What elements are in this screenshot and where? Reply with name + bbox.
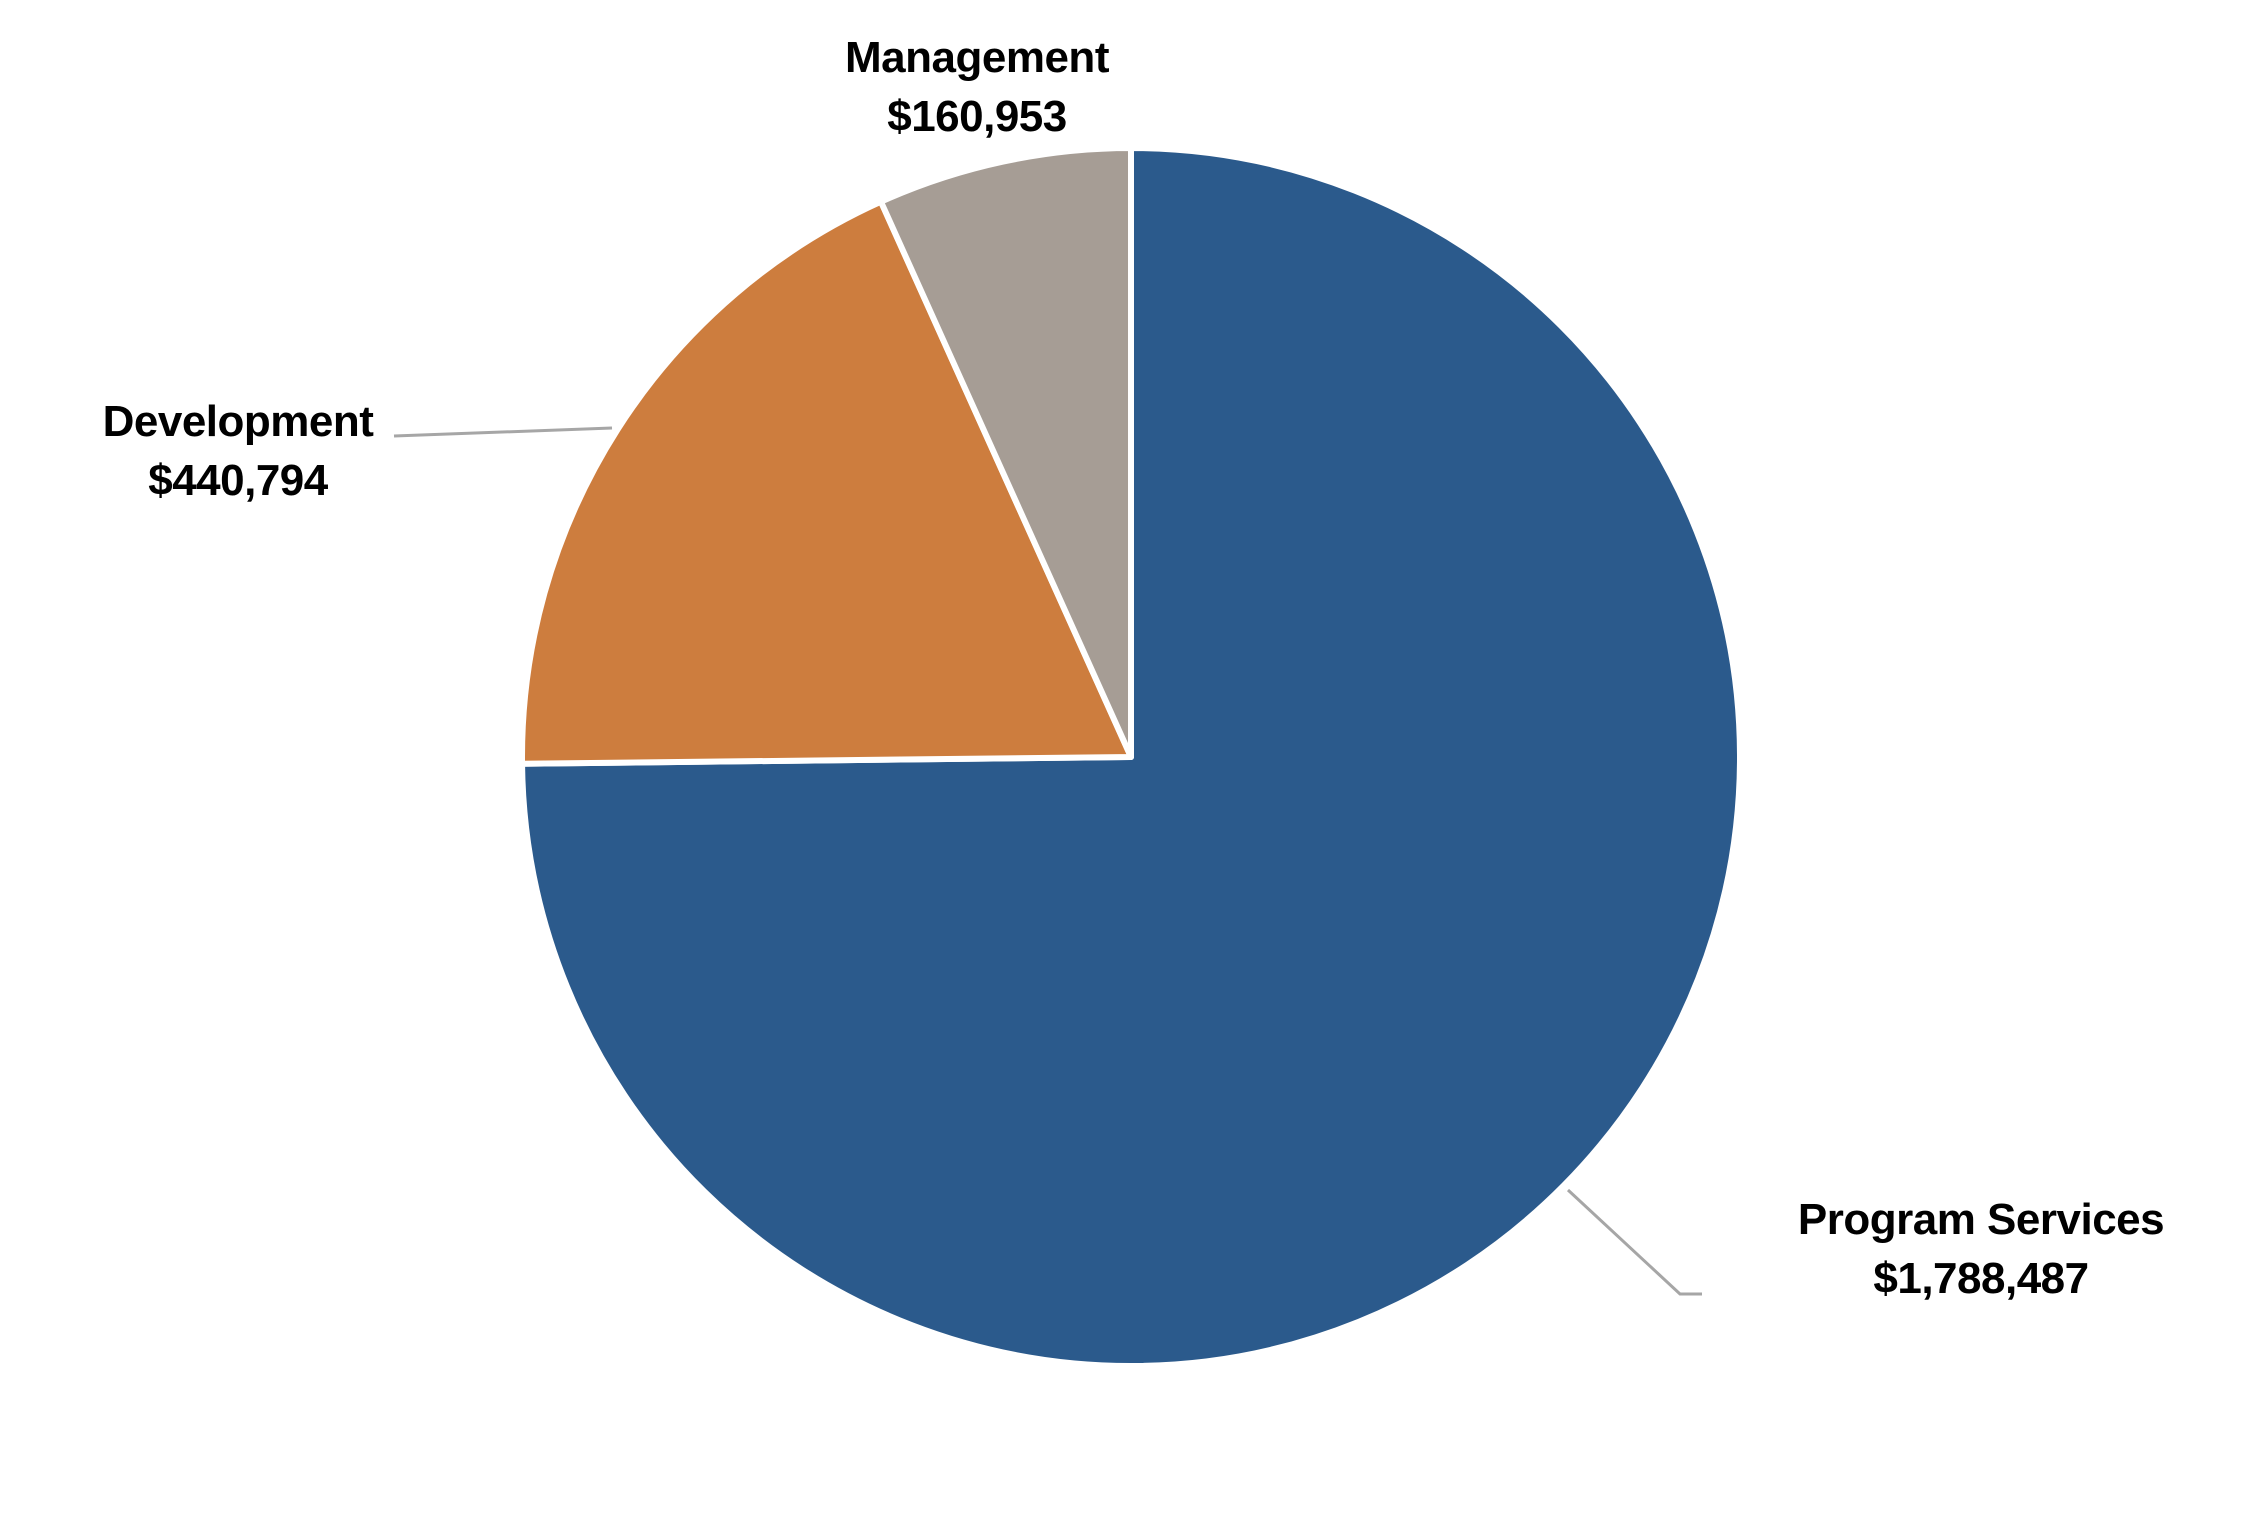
leader-line-program-services (1566, 1188, 1702, 1296)
label-management: Management $160,953 (845, 28, 1109, 146)
category-value: $1,788,487 (1873, 1254, 2089, 1303)
category-value: $440,794 (148, 456, 328, 505)
category-value: $160,953 (887, 92, 1067, 141)
leader-line-development (393, 426, 613, 438)
pie-slice-management (877, 145, 1134, 760)
label-program-services: Program Services $1,788,487 (1797, 1190, 2165, 1308)
label-development: Development $440,794 (103, 392, 374, 510)
category-name: Program Services (1797, 1195, 2165, 1244)
category-name: Management (845, 33, 1109, 82)
pie-slices (519, 145, 1743, 1369)
category-name: Development (102, 397, 374, 446)
pie-slice-development (519, 198, 1134, 767)
